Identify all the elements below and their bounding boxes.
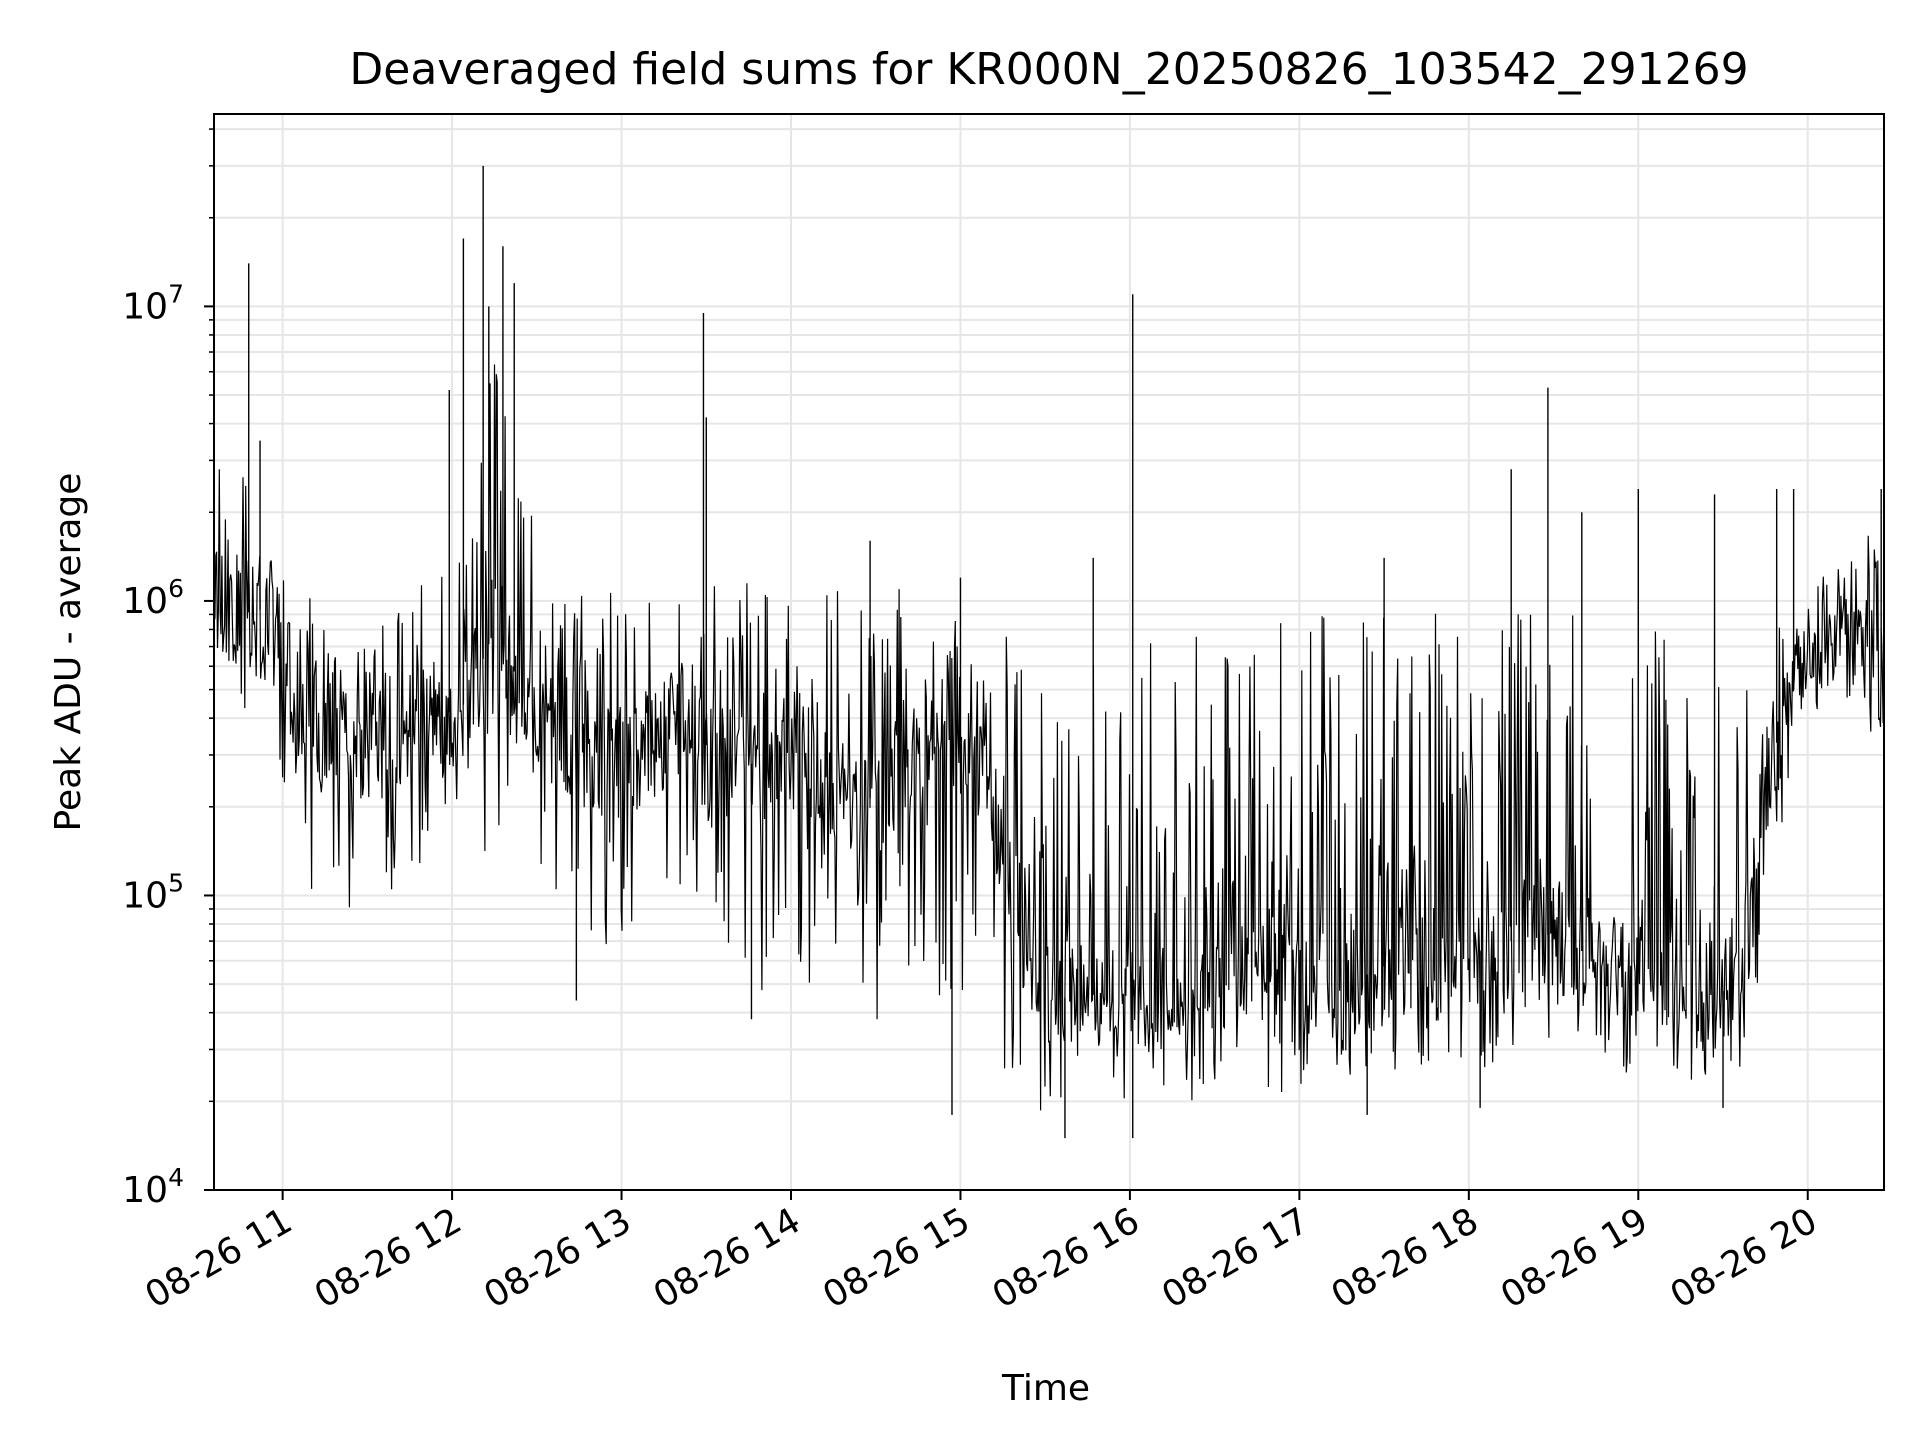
grid-lines <box>214 114 1884 1191</box>
axes-frame <box>213 113 1885 1191</box>
y-tick-exponent: 7 <box>168 279 184 308</box>
y-tick-exponent: 6 <box>168 574 184 603</box>
y-tick-label: 107 <box>122 279 184 327</box>
x-axis-label: Time <box>1001 1368 1090 1409</box>
data-line <box>213 364 1885 1111</box>
y-tick-exponent: 5 <box>168 868 184 897</box>
y-tick-exponent: 4 <box>168 1163 184 1192</box>
chart-title: Deaveraged field sums for KR000N_2025082… <box>349 44 1748 95</box>
plot-area <box>213 165 1885 1139</box>
y-tick-label: 106 <box>122 574 184 622</box>
y-tick-base: 10 <box>122 875 168 916</box>
y-tick-base: 10 <box>122 286 168 327</box>
y-tick-label: 105 <box>122 868 184 916</box>
y-axis-label: Peak ADU - average <box>48 473 89 832</box>
y-tick-label: 104 <box>122 1163 184 1211</box>
y-tick-base: 10 <box>122 1170 168 1211</box>
y-tick-base: 10 <box>122 581 168 622</box>
